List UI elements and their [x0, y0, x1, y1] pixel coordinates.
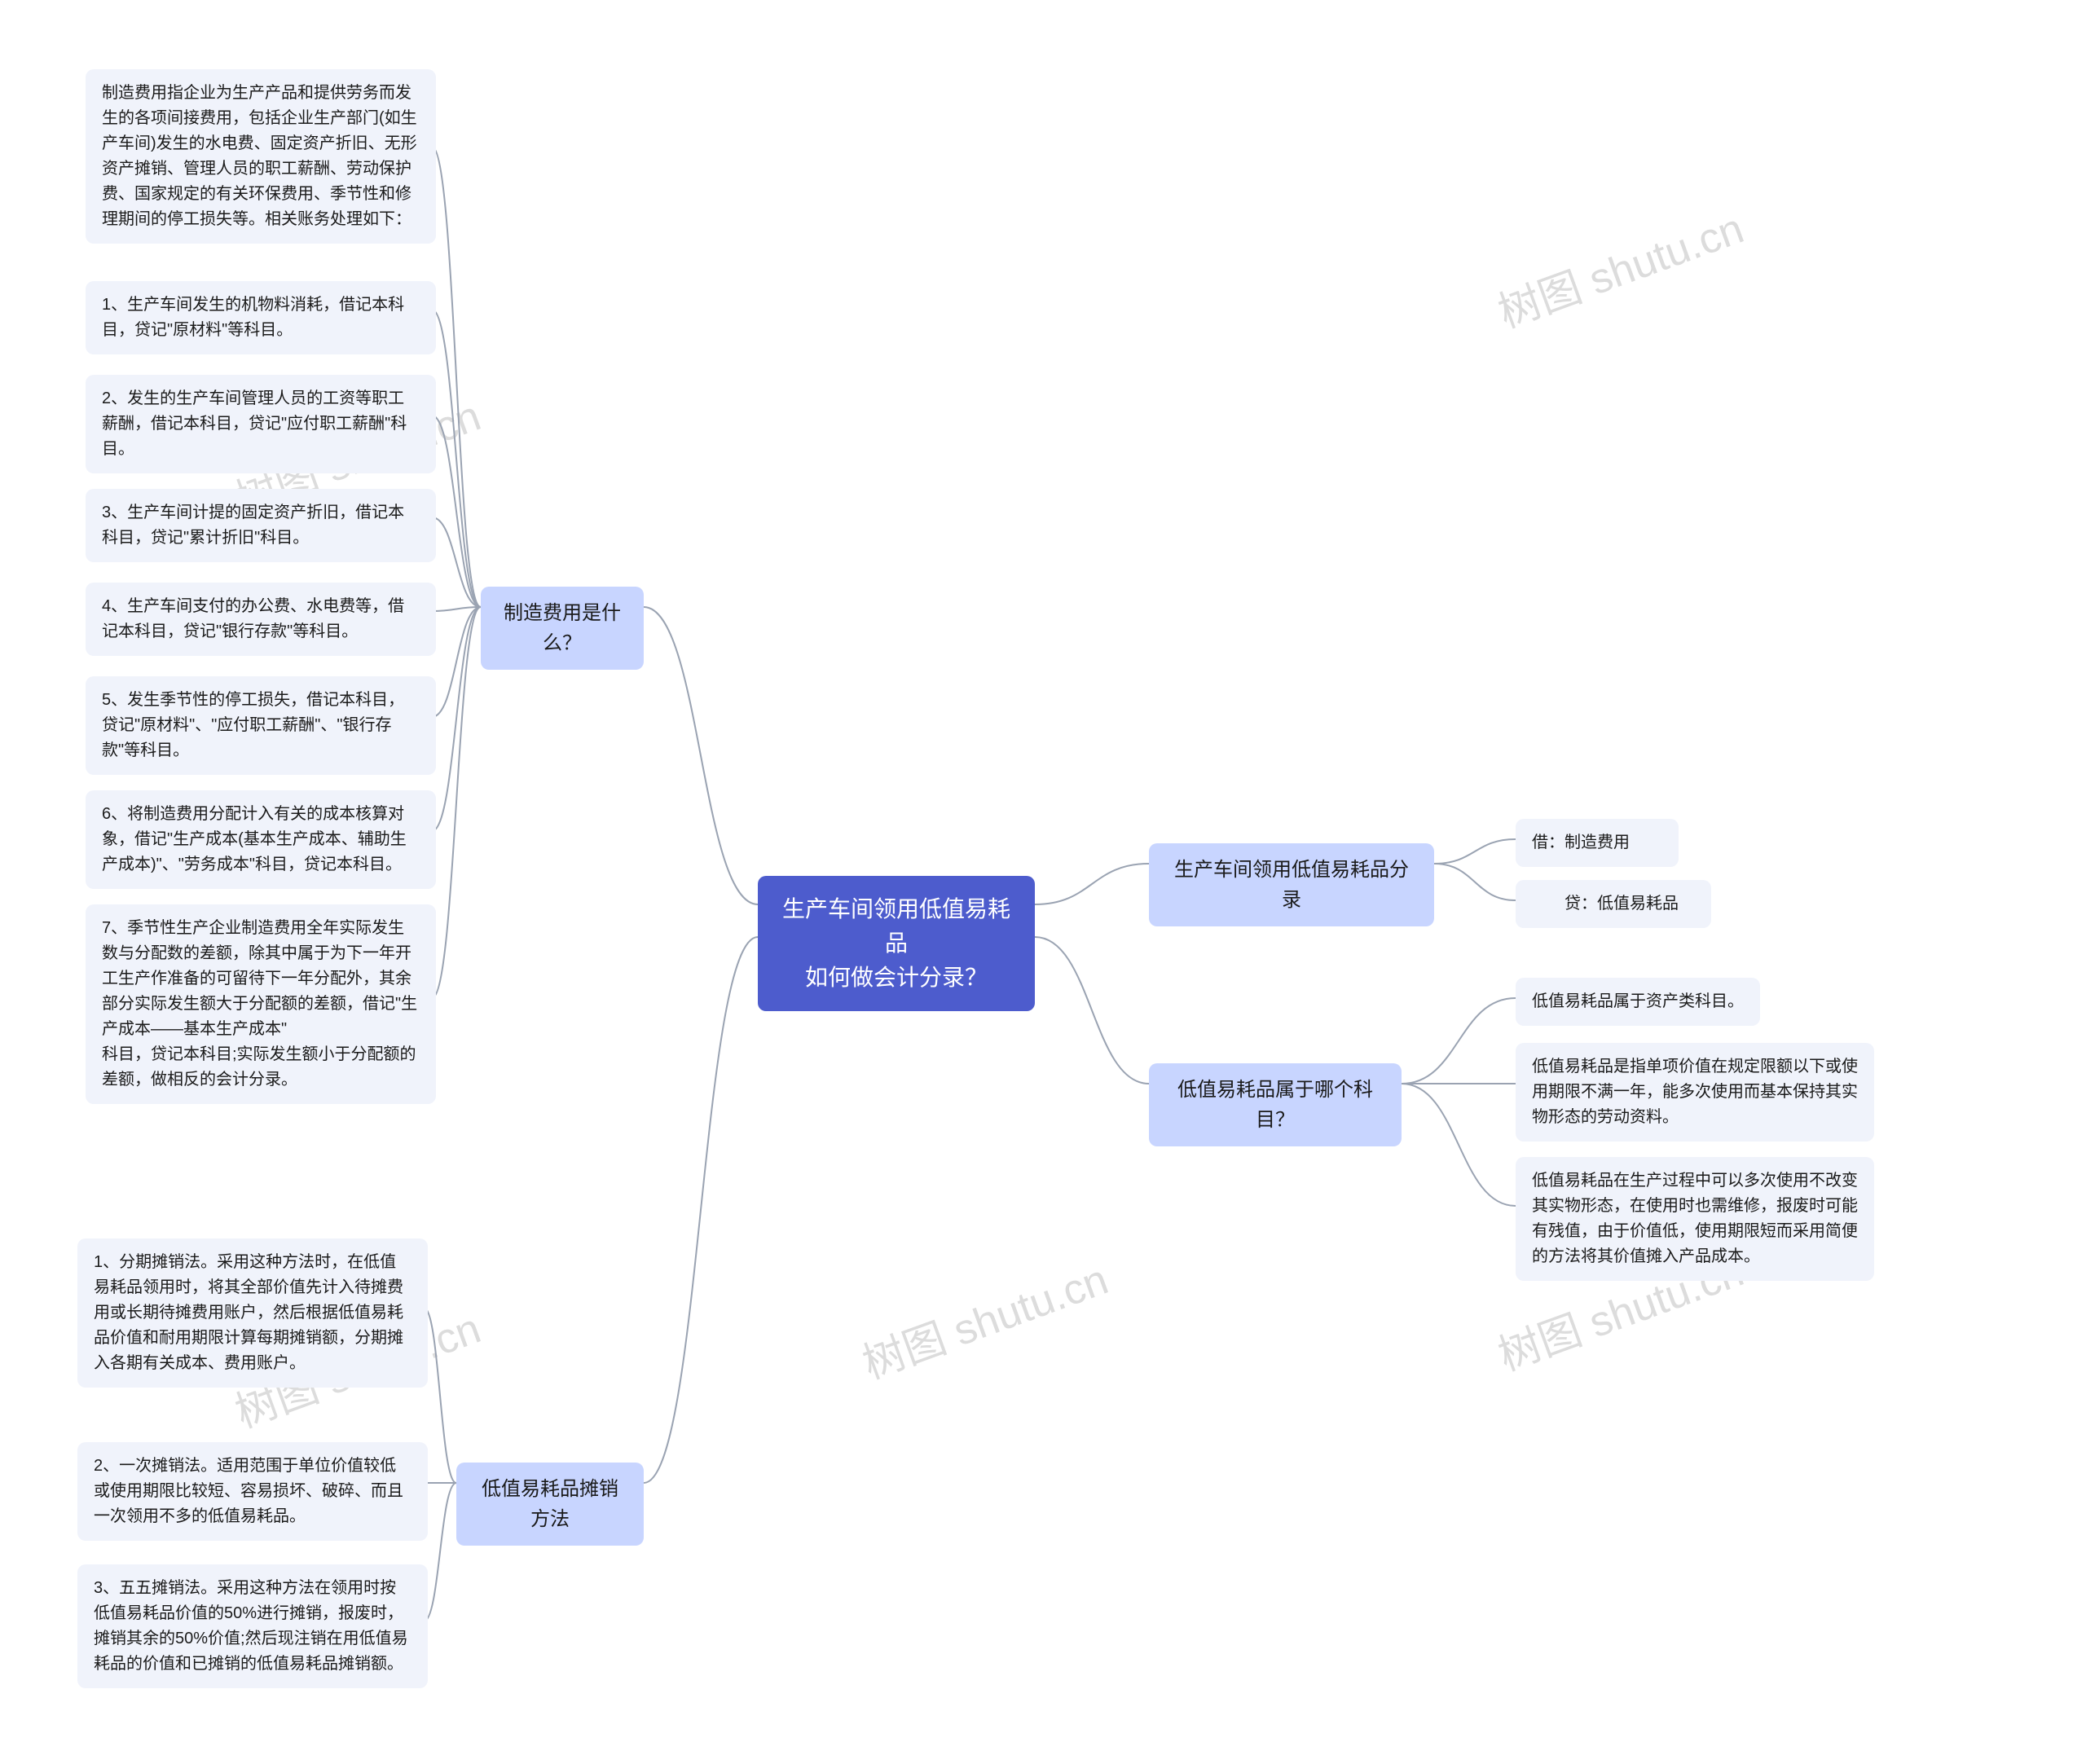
sub-left-1[interactable]: 制造费用是什么？ [481, 587, 644, 670]
leaf-l1-7[interactable]: 6、将制造费用分配计入有关的成本核算对象，借记"生产成本(基本生产成本、辅助生产… [86, 790, 436, 889]
sub-left-2[interactable]: 低值易耗品摊销方法 [456, 1463, 644, 1546]
leaf-r1-1[interactable]: 借：制造费用 [1516, 819, 1679, 867]
sub-right-2[interactable]: 低值易耗品属于哪个科目？ [1149, 1063, 1402, 1146]
leaf-l2-1[interactable]: 1、分期摊销法。采用这种方法时，在低值易耗品领用时，将其全部价值先计入待摊费用或… [77, 1238, 428, 1388]
watermark: 树图 shutu.cn [853, 1245, 1116, 1390]
leaf-r2-2[interactable]: 低值易耗品是指单项价值在规定限额以下或使用期限不满一年，能多次使用而基本保持其实… [1516, 1043, 1874, 1142]
leaf-l2-2[interactable]: 2、一次摊销法。适用范围于单位价值较低或使用期限比较短、容易损坏、破碎、而且一次… [77, 1442, 428, 1541]
root-line1: 生产车间领用低值易耗品 [779, 892, 1014, 961]
leaf-l1-5[interactable]: 4、生产车间支付的办公费、水电费等，借记本科目，贷记"银行存款"等科目。 [86, 583, 436, 656]
leaf-r1-2[interactable]: 贷：低值易耗品 [1516, 880, 1711, 928]
leaf-l1-8[interactable]: 7、季节性生产企业制造费用全年实际发生数与分配数的差额，除其中属于为下一年开工生… [86, 904, 436, 1104]
leaf-r2-3[interactable]: 低值易耗品在生产过程中可以多次使用不改变其实物形态，在使用时也需维修，报废时可能… [1516, 1157, 1874, 1281]
leaf-l2-3[interactable]: 3、五五摊销法。采用这种方法在领用时按低值易耗品价值的50%进行摊销，报废时，摊… [77, 1564, 428, 1688]
leaf-r2-1[interactable]: 低值易耗品属于资产类科目。 [1516, 978, 1760, 1026]
leaf-l1-6[interactable]: 5、发生季节性的停工损失，借记本科目，贷记"原材料"、"应付职工薪酬"、"银行存… [86, 676, 436, 775]
leaf-l1-1[interactable]: 制造费用指企业为生产产品和提供劳务而发生的各项间接费用，包括企业生产部门(如生产… [86, 69, 436, 244]
leaf-l1-3[interactable]: 2、发生的生产车间管理人员的工资等职工薪酬，借记本科目，贷记"应付职工薪酬"科目… [86, 375, 436, 473]
sub-right-1[interactable]: 生产车间领用低值易耗品分录 [1149, 843, 1434, 926]
watermark: 树图 shutu.cn [1489, 194, 1751, 339]
root-line2: 如何做会计分录？ [779, 961, 1014, 995]
root-node[interactable]: 生产车间领用低值易耗品 如何做会计分录？ [758, 876, 1035, 1011]
leaf-l1-4[interactable]: 3、生产车间计提的固定资产折旧，借记本科目，贷记"累计折旧"科目。 [86, 489, 436, 562]
leaf-l1-2[interactable]: 1、生产车间发生的机物料消耗，借记本科目，贷记"原材料"等科目。 [86, 281, 436, 354]
